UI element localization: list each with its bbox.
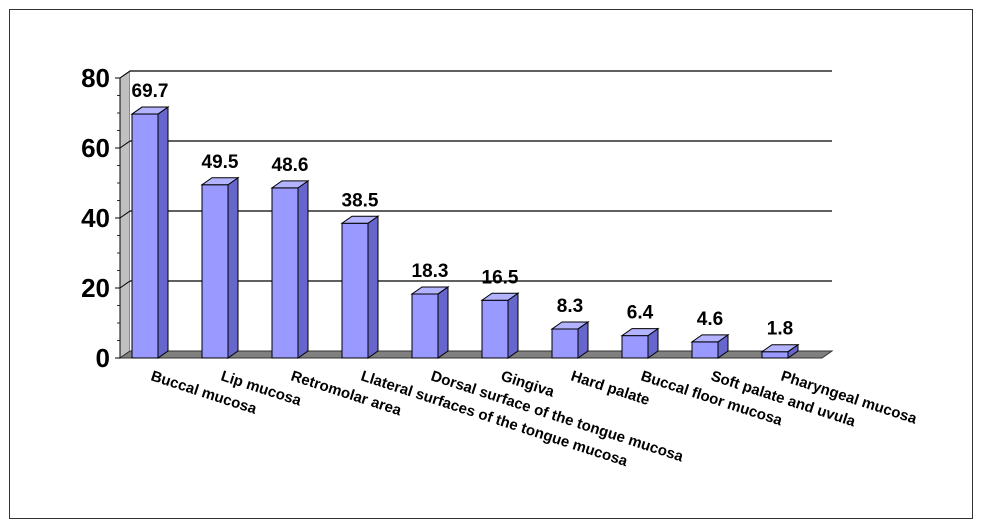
bar-front [481,299,509,359]
data-label: 16.5 [482,267,519,288]
data-label: 1.8 [767,319,793,340]
y-axis-ticks: 0 20 40 60 80 [81,63,121,373]
y-tick-label: 0 [96,343,110,373]
data-label: 38.5 [342,190,379,211]
bar [340,215,380,359]
y-tick-label: 40 [81,203,110,233]
bar-top [270,180,310,189]
data-label: 49.5 [202,152,239,173]
bar [620,327,660,359]
gridline-side [119,210,131,219]
bar-front [271,187,299,359]
bar [130,106,170,359]
bar [270,179,310,359]
bar-top [340,215,380,224]
bar-side [507,292,519,359]
chart-frame: 0 20 40 60 80 69.7 49.5 48.6 38.5 18.3 16.5 8.3 6.4… [9,9,973,519]
category-label: Hard palate [569,368,652,409]
bar-top [410,286,450,295]
bar-front [341,222,369,359]
gridline-side [119,280,131,289]
bars [130,106,800,359]
data-label: 6.4 [627,303,654,324]
bar-top [480,292,520,301]
bar-chart: 0 20 40 60 80 69.7 49.5 48.6 38.5 18.3 16.5 8.3 6.4… [81,63,920,471]
bar-front [201,184,229,359]
data-label: 4.6 [697,309,723,330]
y-tick-label: 80 [81,63,110,93]
bar [410,285,450,359]
gridline-side [119,70,131,79]
data-label: 69.7 [132,81,169,102]
bar-side [367,215,379,359]
y-tick-label: 60 [81,133,110,163]
bar-top [760,344,800,353]
bar-top [690,334,730,343]
bar-side [297,179,309,359]
data-label: 18.3 [412,261,449,282]
data-labels: 69.7 49.5 48.6 38.5 18.3 16.5 8.3 6.4 4.6 1.8 [132,81,794,340]
bar-top [620,328,660,337]
bar [480,292,520,359]
y-tick-label: 20 [81,273,110,303]
bar-top [550,321,590,330]
bar [550,320,590,359]
gridlines [119,70,832,289]
bar-front [621,335,649,359]
bar-front [761,351,789,359]
bar-side [437,285,449,359]
bar-front [551,328,579,359]
bar-side [157,106,169,359]
bar [760,343,800,359]
data-label: 48.6 [272,155,309,176]
bar-top [200,177,240,186]
bar [690,333,730,359]
bar-top [130,106,170,115]
bar-front [411,293,439,359]
gridline-side [119,140,131,149]
bar-front [691,341,719,359]
data-label: 8.3 [557,296,583,317]
bar-side [227,176,239,359]
bar-front [131,113,159,359]
bar [200,176,240,359]
